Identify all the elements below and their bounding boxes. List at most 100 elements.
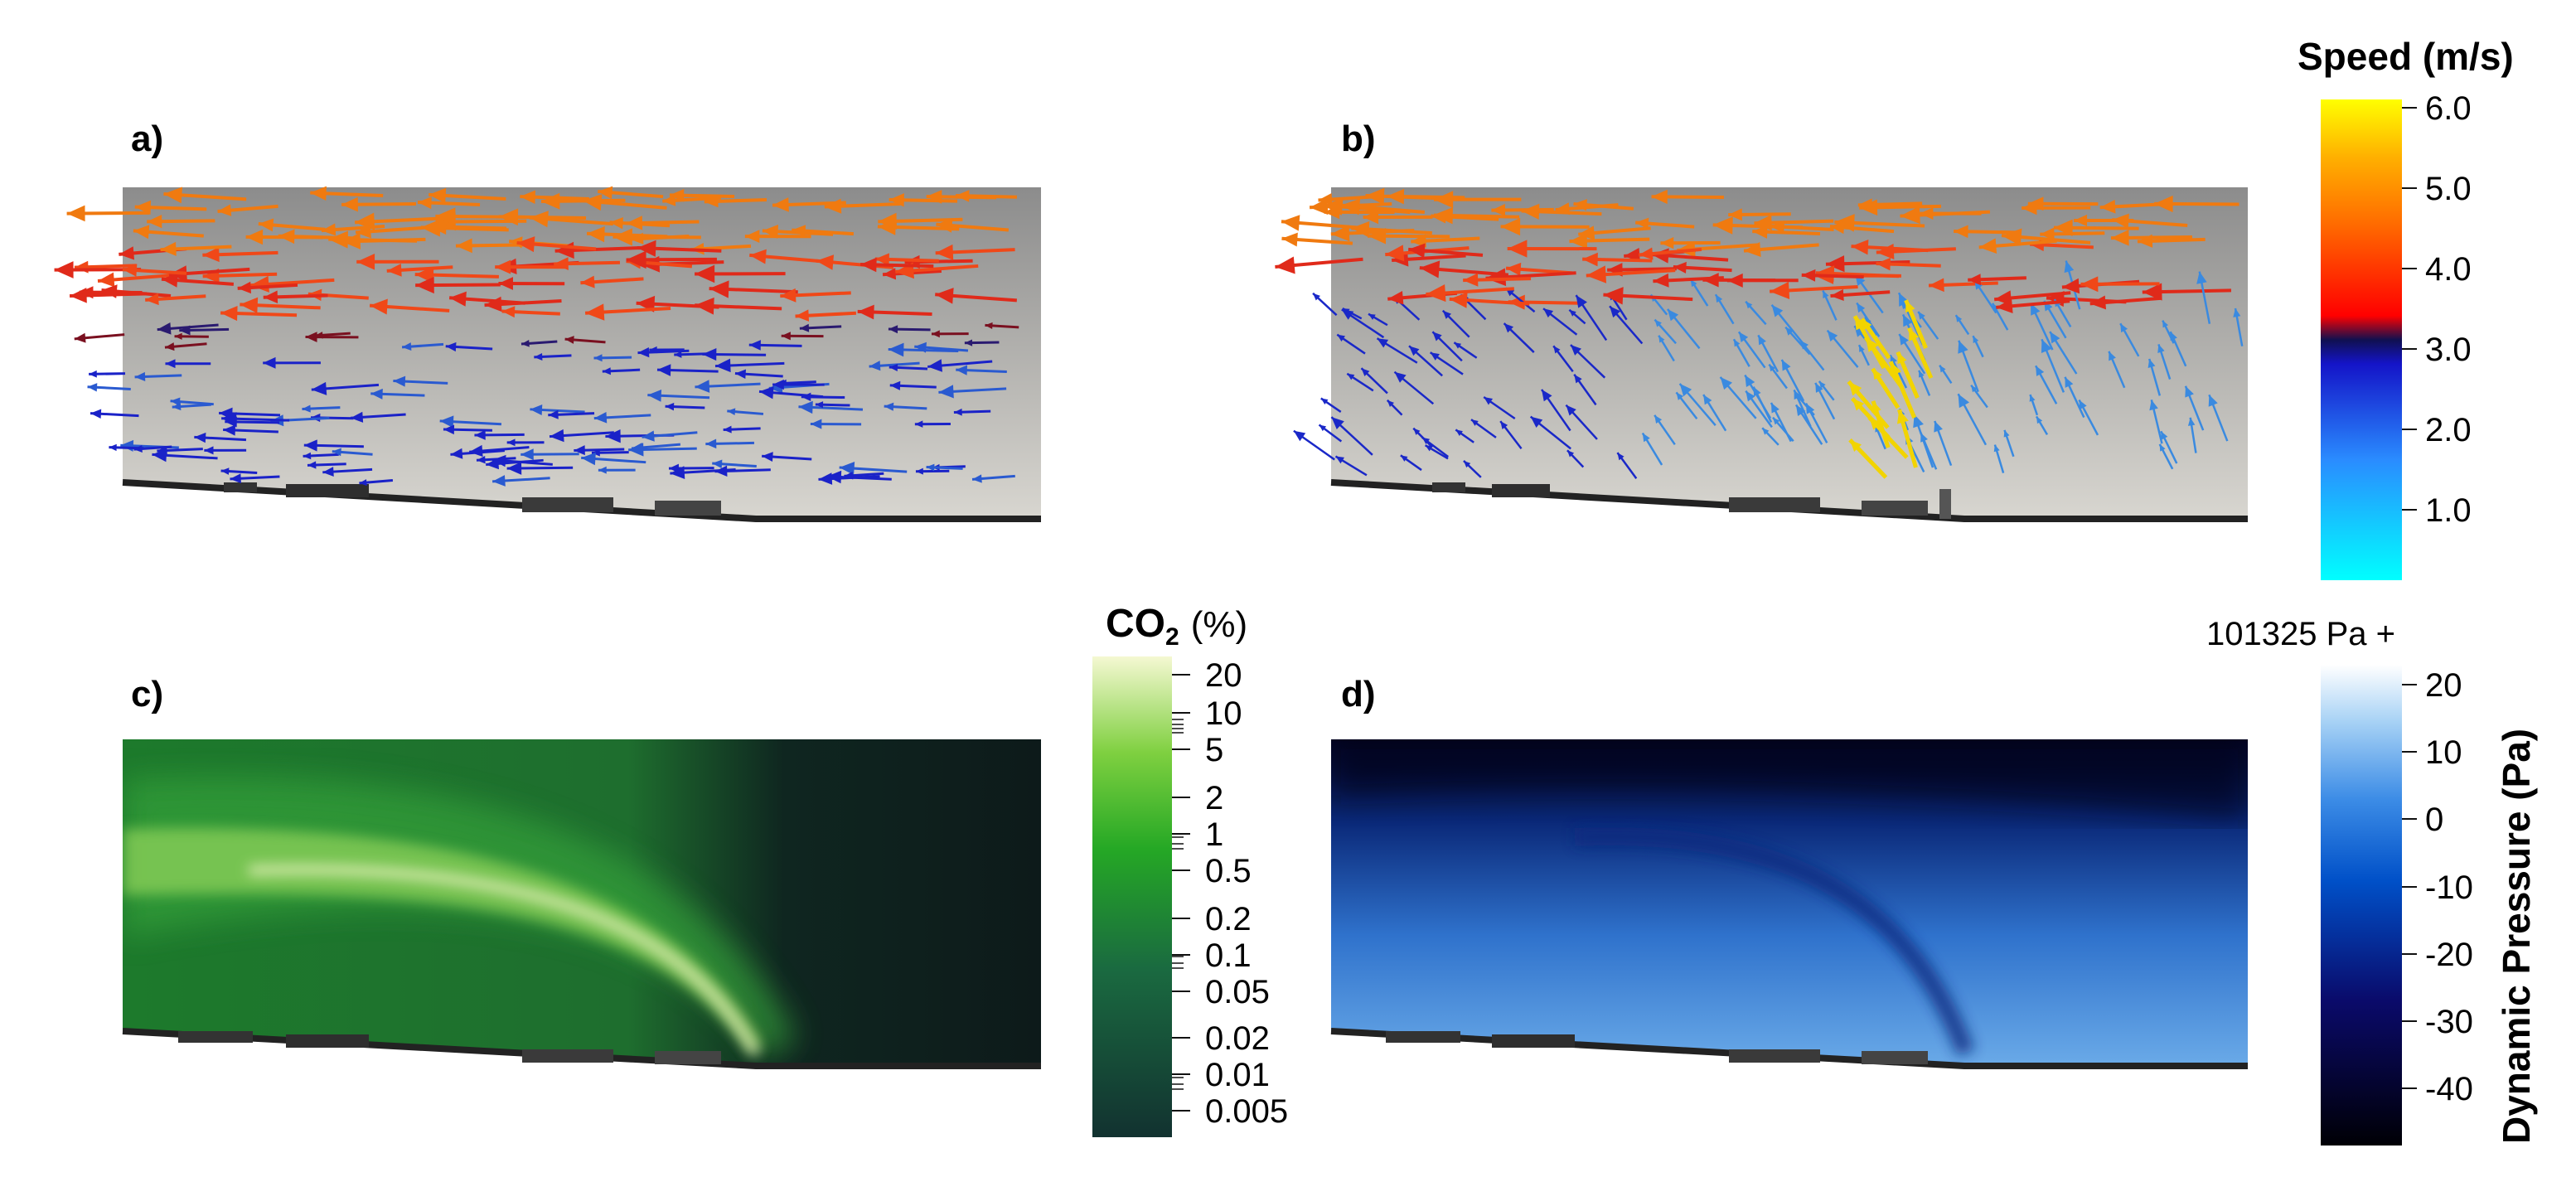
wind-vector-head [516, 236, 535, 253]
wind-vector-head [2003, 429, 2010, 438]
wind-vector-head [985, 322, 993, 329]
wind-vector-head [704, 195, 719, 208]
wind-vector-head [1794, 390, 1802, 400]
wind-vector-head [1896, 409, 1909, 424]
wind-vector-head [314, 332, 323, 339]
wind-vector-head [1825, 255, 1845, 273]
wind-vector-head [1918, 312, 1925, 320]
wind-vector-head [1363, 210, 1379, 225]
wind-vector-head [956, 365, 968, 375]
wind-vector-head [1712, 216, 1733, 235]
wind-vector-head [1673, 261, 1687, 274]
co2-tick: 0.5 [1172, 853, 1252, 889]
wind-vector-head [258, 218, 274, 232]
wind-vector-head [2036, 416, 2043, 424]
wind-vector-head [1654, 414, 1663, 424]
wind-vector-head [1785, 327, 1794, 336]
wind-vector-head [194, 432, 206, 443]
wind-vector-head [674, 351, 682, 358]
wind-vector-head [174, 332, 182, 340]
panel-b-domain [1331, 187, 2248, 519]
wind-vector-head [2120, 323, 2128, 333]
wind-vector-head [230, 473, 241, 484]
pressure-tick: -10 [2402, 869, 2473, 906]
wind-vector-head [429, 219, 447, 235]
speed-tick-label: 1.0 [2425, 492, 2472, 529]
wind-vector-head [1770, 281, 1790, 299]
wind-vector-head [165, 359, 176, 369]
panel-c-plume-center [248, 865, 760, 1057]
wind-vector-head [415, 276, 434, 294]
wind-vector-head [1455, 429, 1463, 436]
wind-vector-head [759, 386, 774, 400]
wind-vector-head [2149, 400, 2158, 411]
wind-vector-head [2022, 201, 2037, 216]
wind-vector-head [1281, 215, 1300, 231]
wind-vector-head [1421, 437, 1431, 444]
pressure-tick: 0 [2402, 802, 2443, 838]
wind-vector-head [486, 458, 500, 470]
wind-vector-head [1857, 303, 1866, 313]
wind-vector-head [915, 467, 923, 475]
wind-vector-head [2029, 395, 2036, 402]
wind-vector-head [723, 425, 732, 434]
panel-label-d: d) [1341, 674, 1376, 714]
panel-c-co2-field [122, 739, 1041, 1069]
speed-tick-label: 2.0 [2425, 412, 2472, 448]
wind-vector-head [953, 408, 962, 416]
wind-vector-head [1385, 245, 1405, 262]
co2-tick: 0.05 [1172, 974, 1270, 1010]
wind-vector-head [1442, 310, 1451, 319]
panel-a-wind-field [54, 186, 1041, 522]
wind-vector-head [90, 409, 102, 419]
pressure-tick: 10 [2402, 734, 2462, 771]
wind-vector-head [1954, 225, 1968, 239]
pressure-tick: -40 [2402, 1071, 2473, 1107]
wind-vector-head [1905, 300, 1915, 313]
pressure-tick-label: 20 [2425, 667, 2462, 704]
wind-vector-head [495, 259, 511, 274]
wind-vector-head [1743, 242, 1761, 257]
co2-colorbar-gradient [1092, 656, 1172, 1137]
wind-vector-head [1795, 404, 1806, 417]
wind-vector-head [2196, 271, 2207, 284]
wind-vector-head [307, 461, 317, 469]
wind-vector-head [221, 412, 237, 426]
wind-vector-head [772, 197, 789, 212]
wind-vector-head [839, 462, 855, 476]
wind-vector-head [469, 444, 483, 458]
wind-vector-head [1582, 252, 1598, 267]
wind-vector-head [860, 257, 877, 273]
wind-vector-head [1848, 381, 1862, 396]
speed-tick: 1.0 [2402, 492, 2472, 529]
wind-vector-head [1715, 294, 1723, 303]
wind-vector-head [772, 379, 784, 390]
wind-vector-head [749, 249, 767, 264]
wind-vector-head [54, 261, 74, 279]
panel-b-terrain [1330, 479, 2248, 522]
panel-a-vectors [54, 186, 1019, 487]
wind-vector-head [2041, 339, 2052, 354]
wind-vector-head [1871, 400, 1881, 414]
wind-vector-head [202, 247, 220, 263]
wind-vector-head [341, 196, 358, 212]
wind-vector-head [857, 304, 874, 320]
pressure-tick-label: -10 [2425, 869, 2473, 906]
wind-vector-head [1913, 414, 1924, 429]
wind-vector-head [1958, 340, 1968, 354]
wind-vector-head [1703, 395, 1712, 405]
wind-vector-head [889, 380, 901, 390]
wind-vector-head [695, 297, 714, 315]
wind-vector-head [164, 342, 175, 351]
co2-tick: 5 [1172, 732, 1223, 768]
wind-vector-head [74, 332, 86, 343]
wind-vector-head [97, 272, 115, 288]
co2-tick: 0.02 [1172, 1020, 1270, 1057]
wind-vector-head [370, 388, 383, 400]
co2-tick-label: 0.01 [1205, 1057, 1270, 1093]
wind-vector-head [2208, 395, 2218, 407]
wind-vector-head [2054, 219, 2073, 236]
wind-vector-head [1909, 327, 1920, 341]
wind-vector-head [1566, 404, 1576, 416]
wind-vector-head [637, 347, 650, 358]
